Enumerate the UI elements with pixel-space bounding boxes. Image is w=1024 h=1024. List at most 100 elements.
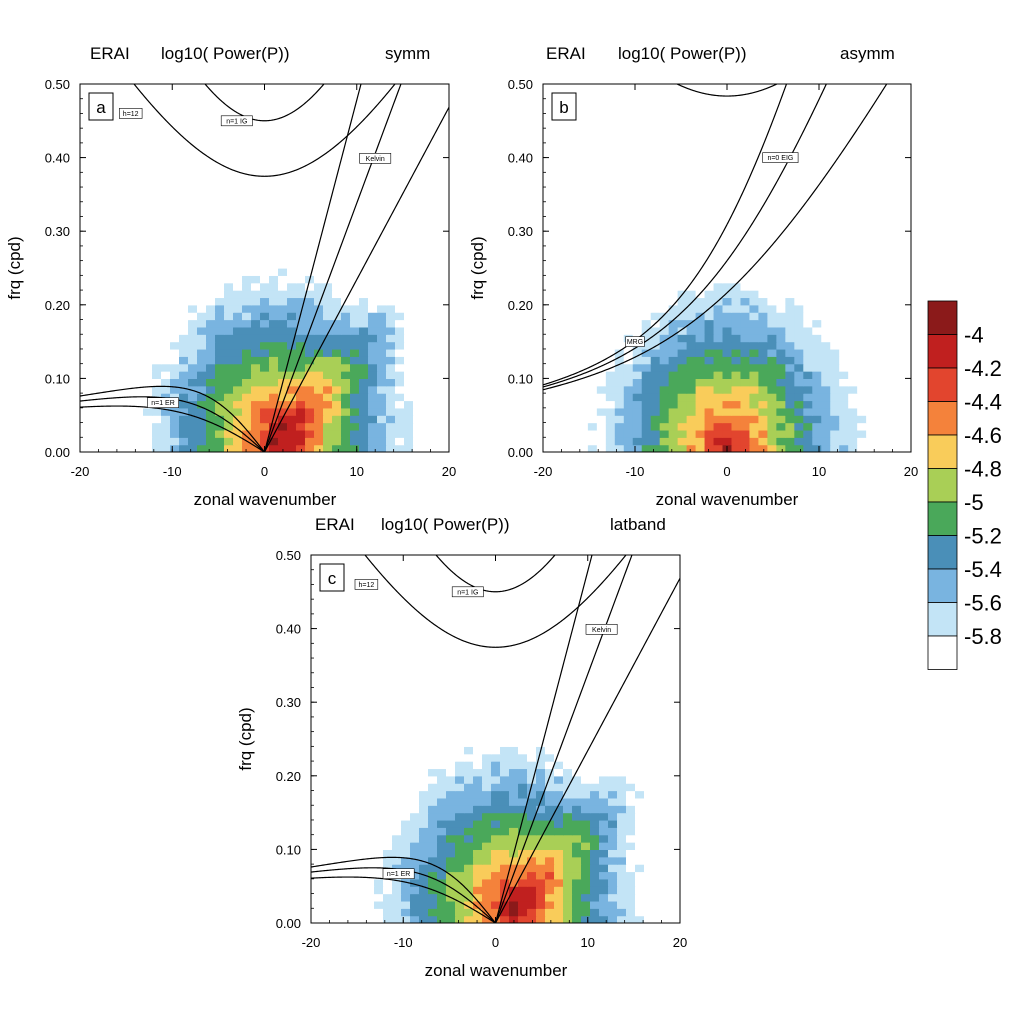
heat-cell xyxy=(623,157,634,166)
heat-cell xyxy=(143,128,153,137)
heat-cell xyxy=(98,385,108,394)
heat-cell xyxy=(902,172,911,181)
heat-cell xyxy=(644,871,654,880)
heat-cell xyxy=(224,378,234,387)
heat-cell xyxy=(377,120,387,129)
heat-cell xyxy=(242,253,252,262)
heat-cell xyxy=(821,142,831,151)
heat-cell xyxy=(500,856,510,865)
heat-cell xyxy=(650,113,661,122)
heat-cell xyxy=(866,194,876,203)
heat-cell xyxy=(125,164,135,173)
heat-cell xyxy=(260,120,270,129)
heat-cell xyxy=(641,194,652,203)
heat-cell xyxy=(374,900,384,909)
heat-cell xyxy=(197,356,207,365)
heat-cell xyxy=(215,312,225,321)
heat-cell xyxy=(857,348,867,357)
heat-cell xyxy=(704,91,715,100)
heat-cell xyxy=(821,106,831,115)
heat-cell xyxy=(482,797,492,806)
heat-cell xyxy=(644,812,654,821)
heat-cell xyxy=(116,98,126,107)
heat-cell xyxy=(617,864,627,873)
heat-cell xyxy=(902,201,911,210)
heat-cell xyxy=(440,304,449,313)
heat-cell xyxy=(332,91,342,100)
heat-cell xyxy=(686,223,697,232)
heat-cell xyxy=(812,157,822,166)
heat-cell xyxy=(359,393,369,402)
heat-cell xyxy=(377,282,387,291)
heat-cell xyxy=(893,128,903,137)
heat-cell xyxy=(368,187,378,195)
heat-cell xyxy=(543,150,553,159)
heat-cell xyxy=(749,128,760,137)
heat-cell xyxy=(686,422,697,431)
heat-cell xyxy=(626,908,636,917)
heat-cell xyxy=(314,356,324,365)
heat-cell xyxy=(587,172,598,181)
heat-cell xyxy=(758,120,768,129)
heat-cell xyxy=(251,371,261,379)
heat-cell xyxy=(866,231,876,240)
heat-cell xyxy=(848,326,858,335)
heat-cell xyxy=(893,194,903,203)
heat-cell xyxy=(296,304,306,313)
heat-cell xyxy=(152,238,162,247)
heat-cell xyxy=(623,260,634,269)
heat-cell xyxy=(704,135,715,144)
heat-cell xyxy=(422,113,432,122)
heat-cell xyxy=(338,856,348,865)
heat-cell xyxy=(866,385,876,394)
heat-cell xyxy=(599,856,609,865)
heat-cell xyxy=(569,120,580,129)
heat-cell xyxy=(161,91,171,100)
heat-cell xyxy=(812,341,822,350)
heat-cell xyxy=(359,113,369,122)
heat-cell xyxy=(857,422,867,431)
heat-cell xyxy=(578,297,589,306)
wave-label: n=0 EIG xyxy=(767,155,793,162)
heat-cell xyxy=(431,393,441,402)
heat-cell xyxy=(875,201,885,210)
heat-cell xyxy=(422,334,432,343)
heat-cell xyxy=(875,348,885,357)
heat-cell xyxy=(374,842,384,850)
heat-cell xyxy=(758,128,768,137)
heat-cell xyxy=(722,341,733,350)
heat-cell xyxy=(830,312,840,321)
heat-cell xyxy=(419,864,429,873)
heat-cell xyxy=(644,834,654,843)
heat-cell xyxy=(422,290,432,299)
heat-cell xyxy=(233,150,243,159)
heat-cell xyxy=(419,900,429,909)
heat-cell xyxy=(170,150,180,159)
heat-cell xyxy=(206,260,216,269)
heat-cell xyxy=(902,142,911,151)
heat-cell xyxy=(668,231,679,240)
heat-cell xyxy=(161,98,171,107)
heat-cell xyxy=(875,216,885,225)
heat-cell xyxy=(356,893,366,902)
heat-cell xyxy=(785,415,795,424)
heat-cell xyxy=(785,216,795,225)
heat-cell xyxy=(395,304,405,313)
heat-cell xyxy=(587,341,598,350)
heat-cell xyxy=(305,385,315,394)
heat-cell xyxy=(386,407,396,416)
heat-cell xyxy=(188,356,198,365)
heat-cell xyxy=(560,84,571,92)
heat-cell xyxy=(554,827,564,836)
heat-cell xyxy=(170,393,180,402)
heat-cell xyxy=(491,864,501,873)
heat-cell xyxy=(314,223,324,232)
heat-cell xyxy=(812,172,822,181)
heat-cell xyxy=(440,187,449,195)
heat-cell xyxy=(314,378,324,387)
heat-cell xyxy=(893,142,903,151)
heat-cell xyxy=(260,238,270,247)
heat-cell xyxy=(695,98,706,107)
heat-cell xyxy=(614,437,625,446)
heat-cell xyxy=(509,797,519,806)
